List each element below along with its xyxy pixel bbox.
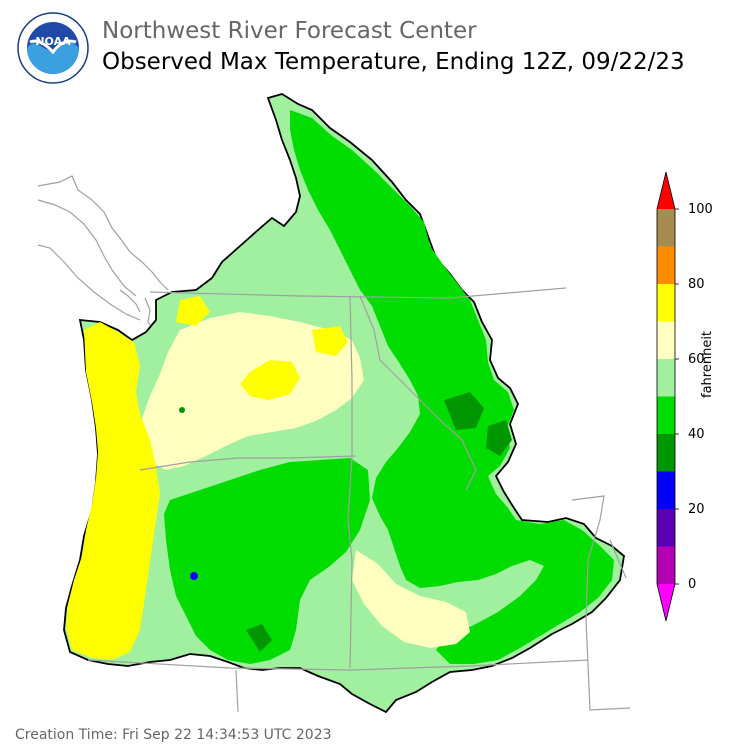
coastal-yellow-zone (66, 322, 160, 660)
colorbar-bin-40-50 (657, 396, 675, 434)
colorbar-bin-10-20 (657, 509, 675, 547)
noaa-logo-text: NOAA (35, 35, 71, 48)
creation-time: Creation Time: Fri Sep 22 14:34:53 UTC 2… (15, 727, 332, 743)
org-title: Northwest River Forecast Center (102, 18, 477, 44)
colorbar-bin-80-90 (657, 246, 675, 284)
colorbar-over-arrow (657, 172, 675, 209)
colorbar-bin-30-40 (657, 434, 675, 472)
map-title: Observed Max Temperature, Ending 12Z, 09… (102, 49, 685, 75)
political-boundaries (87, 287, 631, 713)
colorbar-bin-60-70 (657, 321, 675, 359)
colorbar-tick-60: 60 (688, 352, 705, 367)
colorbar-bin-0-10 (657, 546, 675, 584)
colorbar-bin-50-60 (657, 359, 675, 397)
colorbar-tick-100: 100 (688, 202, 713, 217)
colorbar-unit-label: fahrenheit (700, 330, 715, 398)
colorbar-tick-20: 20 (688, 502, 705, 517)
colorbar-bin-20-30 (657, 471, 675, 509)
colorbar-bin-70-80 (657, 284, 675, 322)
colorbar-tick-0: 0 (688, 577, 697, 592)
noaa-logo: NOAA (17, 12, 89, 84)
colorbar-tick-80: 80 (688, 277, 705, 292)
coastline-outlines (37, 175, 169, 331)
colorbar-tick-40: 40 (688, 427, 705, 442)
basin-temperature-field (63, 93, 625, 714)
colorbar-bin-90-100 (657, 209, 675, 247)
colorbar-under-arrow (657, 584, 675, 621)
